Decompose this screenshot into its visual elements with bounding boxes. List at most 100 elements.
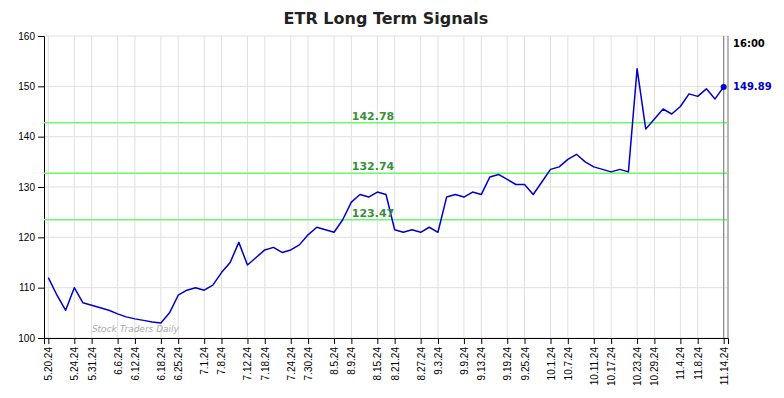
grid-line <box>91 36 92 338</box>
x-tick-label: 6.12.24 <box>130 347 141 381</box>
x-tick-label: 7.18.24 <box>260 347 271 381</box>
y-tick-mark <box>38 237 44 238</box>
grid-line <box>48 36 49 338</box>
x-tick: 6.18.24 <box>156 338 167 380</box>
y-axis-line <box>38 37 45 339</box>
x-tick-label: 5.24.24 <box>69 347 80 381</box>
x-tick-mark <box>481 338 482 344</box>
x-tick-mark <box>464 338 465 344</box>
x-tick: 7.24.24 <box>286 338 297 380</box>
x-tick-label: 7.24.24 <box>286 347 297 381</box>
chart: 1001101201301401501605.20.245.24.245.31.… <box>0 0 784 398</box>
x-tick-mark <box>135 338 136 344</box>
x-tick: 6.12.24 <box>130 338 141 380</box>
title: ETR Long Term Signals <box>284 9 489 28</box>
x-tick-mark <box>724 338 725 344</box>
x-tick-mark <box>680 338 681 344</box>
x-tick-mark <box>551 338 552 344</box>
x-tick: 11.4.24 <box>675 338 686 380</box>
x-tick: 10.29.24 <box>649 338 660 386</box>
x-tick-label: 10.7.24 <box>563 347 574 381</box>
x-tick-mark <box>654 338 655 344</box>
x-tick: 10.17.24 <box>606 338 617 386</box>
x-tick-mark <box>204 338 205 344</box>
x-tick-label: 11.8.24 <box>693 347 704 380</box>
x-tick-mark <box>507 338 508 344</box>
x-tick-label: 10.23.24 <box>632 347 643 386</box>
x-tick-mark <box>221 338 222 344</box>
x-tick-mark <box>377 338 378 344</box>
x-tick-label: 5.20.24 <box>43 347 54 381</box>
last-point-line <box>723 36 724 338</box>
x-tick-mark <box>351 338 352 344</box>
right-frame <box>727 36 728 338</box>
x-tick-label: 8.9.24 <box>346 347 357 375</box>
x-tick: 8.9.24 <box>346 338 357 375</box>
x-tick-label: 9.9.24 <box>459 347 470 375</box>
texts: 123.47132.74142.78Stock Traders Daily16:… <box>92 38 772 334</box>
x-tick-mark <box>334 338 335 344</box>
x-tick: 5.24.24 <box>69 338 80 380</box>
grid-line <box>264 36 265 338</box>
grid-line <box>394 36 395 338</box>
grid-line <box>44 36 728 37</box>
grid-line <box>697 36 698 338</box>
x-tick-mark <box>308 338 309 344</box>
x-tick-mark <box>395 338 396 344</box>
y-tick-mark <box>38 36 44 37</box>
x-tick-mark <box>291 338 292 344</box>
x-tick-mark <box>438 338 439 344</box>
y-tick-mark <box>38 338 44 339</box>
x-tick-label: 5.31.24 <box>87 347 98 381</box>
x-tick: 9.25.24 <box>520 338 531 380</box>
x-tick-label: 8.15.24 <box>372 347 383 381</box>
x-tick: 11.14.24 <box>719 338 730 385</box>
x-tick: 8.21.24 <box>390 338 401 380</box>
x-tick-label: 9.19.24 <box>502 347 513 381</box>
x-tick: 9.19.24 <box>502 338 513 380</box>
x-tick-label: 10.17.24 <box>606 347 617 386</box>
y-tick-label: 120 <box>18 232 35 243</box>
x-tick-mark <box>525 338 526 344</box>
x-tick-label: 10.11.24 <box>589 347 600 386</box>
grid-line <box>481 36 482 338</box>
x-tick: 7.1.24 <box>199 338 210 375</box>
watermark: Stock Traders Daily <box>92 324 180 334</box>
price-annotation: 149.89 <box>733 81 772 92</box>
x-tick: 5.20.24 <box>43 338 54 380</box>
grid-line <box>567 36 568 338</box>
grid-line <box>290 36 291 338</box>
grid-line <box>550 36 551 338</box>
x-tick: 10.1.24 <box>546 338 557 380</box>
signal-label: 132.74 <box>352 160 395 173</box>
x-tick: 8.27.24 <box>416 338 427 380</box>
x-tick-label: 7.8.24 <box>216 347 227 375</box>
grid-line <box>351 36 352 338</box>
x-tick-label: 9.13.24 <box>476 347 487 381</box>
time-annotation: 16:00 <box>733 38 765 49</box>
x-tick-label: 9.25.24 <box>520 347 531 381</box>
grid-line <box>680 36 681 338</box>
y-tick: 140 <box>18 131 44 142</box>
x-tick-mark <box>265 338 266 344</box>
grid-line <box>204 36 205 338</box>
grid-line <box>723 36 724 338</box>
x-tick-label: 6.6.24 <box>113 347 124 375</box>
x-tick-label: 11.14.24 <box>719 347 730 386</box>
x-tick: 9.13.24 <box>476 338 487 380</box>
plot-area: 1001101201301401501605.20.245.24.245.31.… <box>18 31 771 386</box>
marks <box>44 36 728 338</box>
x-tick-label: 11.4.24 <box>675 347 686 380</box>
x-tick-mark <box>92 338 93 344</box>
x-tick: 7.30.24 <box>303 338 314 380</box>
x-tick-label: 9.3.24 <box>433 347 444 375</box>
signal-label: 123.47 <box>352 207 394 220</box>
last-point <box>721 84 727 90</box>
x-tick-label: 6.25.24 <box>173 347 184 381</box>
grid-line <box>44 287 728 288</box>
grid-line <box>507 36 508 338</box>
y-tick: 100 <box>18 333 44 344</box>
y-tick: 130 <box>18 182 44 193</box>
y-tick-label: 140 <box>18 131 35 142</box>
x-tick-label: 8.21.24 <box>390 347 401 381</box>
